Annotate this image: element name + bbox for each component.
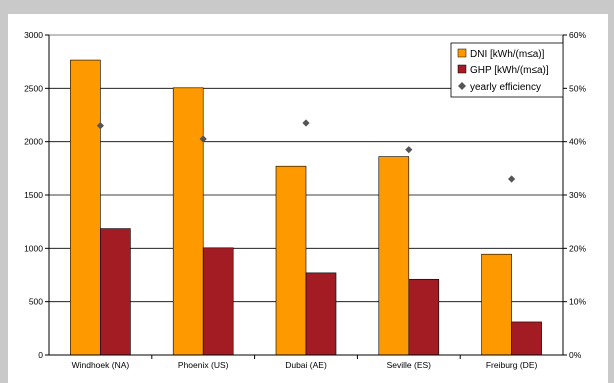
y-right-tick-label: 50% <box>569 83 586 93</box>
y-right-tick-label: 0% <box>569 350 582 360</box>
y-right-tick-label: 30% <box>569 190 586 200</box>
bar-ghp <box>202 247 234 356</box>
y-left-tick-label: 0 <box>38 350 43 360</box>
bars <box>70 59 542 356</box>
legend-box <box>450 42 564 98</box>
y-left-tick-label: 2000 <box>24 137 43 147</box>
x-tick-label: Windhoek (NA) <box>72 360 130 370</box>
y-left-tick-label: 2500 <box>24 83 43 93</box>
bar-dni <box>70 59 101 356</box>
bar-ghp <box>511 321 542 356</box>
bar-ghp <box>305 272 337 356</box>
y-left-tick-label: 1500 <box>24 190 43 200</box>
efficiency-point <box>508 175 516 183</box>
efficiency-points <box>96 119 516 183</box>
bar-ghp <box>100 228 131 356</box>
y-left-tick-label: 1000 <box>24 243 43 253</box>
legend-swatch-ghp <box>457 64 467 74</box>
legend-label-dni: DNI [kWh/(m≤a)] <box>470 49 545 60</box>
efficiency-point <box>199 135 207 143</box>
x-tick-label: Freiburg (DE) <box>486 360 538 370</box>
x-tick-label: Phoenix (US) <box>178 360 229 370</box>
efficiency-point <box>405 146 413 154</box>
efficiency-point <box>96 122 104 130</box>
y-left-tick-label: 500 <box>29 297 43 307</box>
bar-dni <box>172 87 204 356</box>
legend: DNI [kWh/(m≤a)] GHP [kWh/(m≤a)] yearly e… <box>450 42 564 98</box>
legend-marker-efficiency <box>458 82 466 90</box>
legend-label-ghp: GHP [kWh/(m≤a)] <box>470 65 549 76</box>
bar-dni <box>481 253 512 356</box>
y-right-tick-label: 40% <box>569 137 586 147</box>
bar-dni <box>378 156 410 356</box>
tick-labels: 0 500 1000 1500 2000 2500 3000 0% 10% 20% 30% 40% 50… <box>24 30 586 370</box>
y-right-tick-label: 60% <box>569 30 586 40</box>
bar-ghp <box>408 278 440 356</box>
bar-dni <box>275 165 307 356</box>
x-tick-label: Seville (ES) <box>387 360 432 370</box>
legend-swatch-dni <box>457 48 467 58</box>
y-right-tick-label: 20% <box>569 243 586 253</box>
y-left-tick-label: 3000 <box>24 30 43 40</box>
efficiency-point <box>302 119 310 127</box>
x-tick-label: Dubai (AE) <box>285 360 327 370</box>
y-right-tick-label: 10% <box>569 297 586 307</box>
legend-label-efficiency: yearly efficiency <box>470 82 541 93</box>
